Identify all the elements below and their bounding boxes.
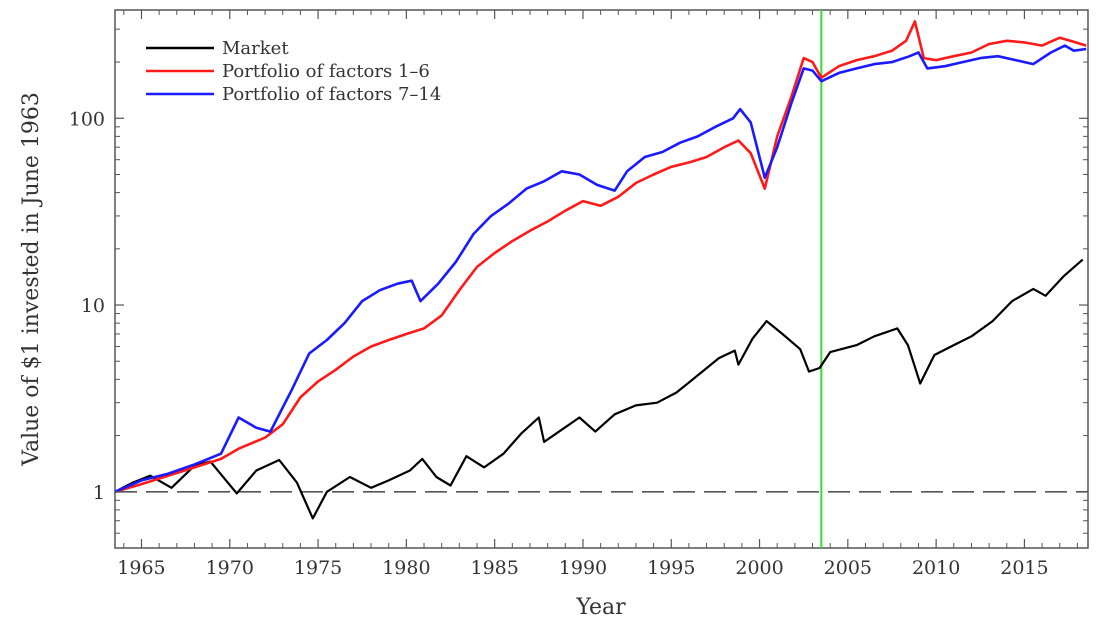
- x-tick-label: 2000: [735, 557, 783, 579]
- x-tick-label: 2015: [1000, 557, 1048, 579]
- y-tick-label: 100: [69, 108, 105, 130]
- axis-ticks: [115, 10, 1088, 548]
- legend-label-2: Portfolio of factors 1–6: [222, 61, 430, 82]
- x-tick-label: 1995: [647, 557, 695, 579]
- reference-lines: [115, 10, 1088, 548]
- x-tick-label: 1990: [559, 557, 607, 579]
- tick-labels: 1965 1970 1975 1980 1985 1990 1995 2000 2005 2010…: [69, 108, 1049, 579]
- x-axis-title: Year: [575, 595, 626, 618]
- series-line-3: [114, 44, 1087, 493]
- x-tick-label: 2010: [912, 557, 960, 579]
- y-tick-label: 10: [81, 295, 105, 317]
- x-tick-label: 1985: [470, 557, 518, 579]
- legend-label-3: Portfolio of factors 7–14: [222, 84, 441, 105]
- series-line-2: [114, 20, 1087, 494]
- x-tick-label: 2005: [824, 557, 872, 579]
- legend-label-1: Market: [222, 38, 289, 59]
- series-line-1: [114, 258, 1084, 520]
- series-lines: [114, 20, 1087, 520]
- plot-frame: [114, 9, 1089, 549]
- x-tick-label: 1970: [206, 557, 254, 579]
- y-axis-title: Value of $1 invested in June 1963: [19, 92, 44, 467]
- x-tick-label: 1980: [382, 557, 430, 579]
- y-tick-label: 1: [93, 482, 105, 504]
- x-tick-label: 1975: [294, 557, 342, 579]
- x-tick-label: 1965: [117, 557, 165, 579]
